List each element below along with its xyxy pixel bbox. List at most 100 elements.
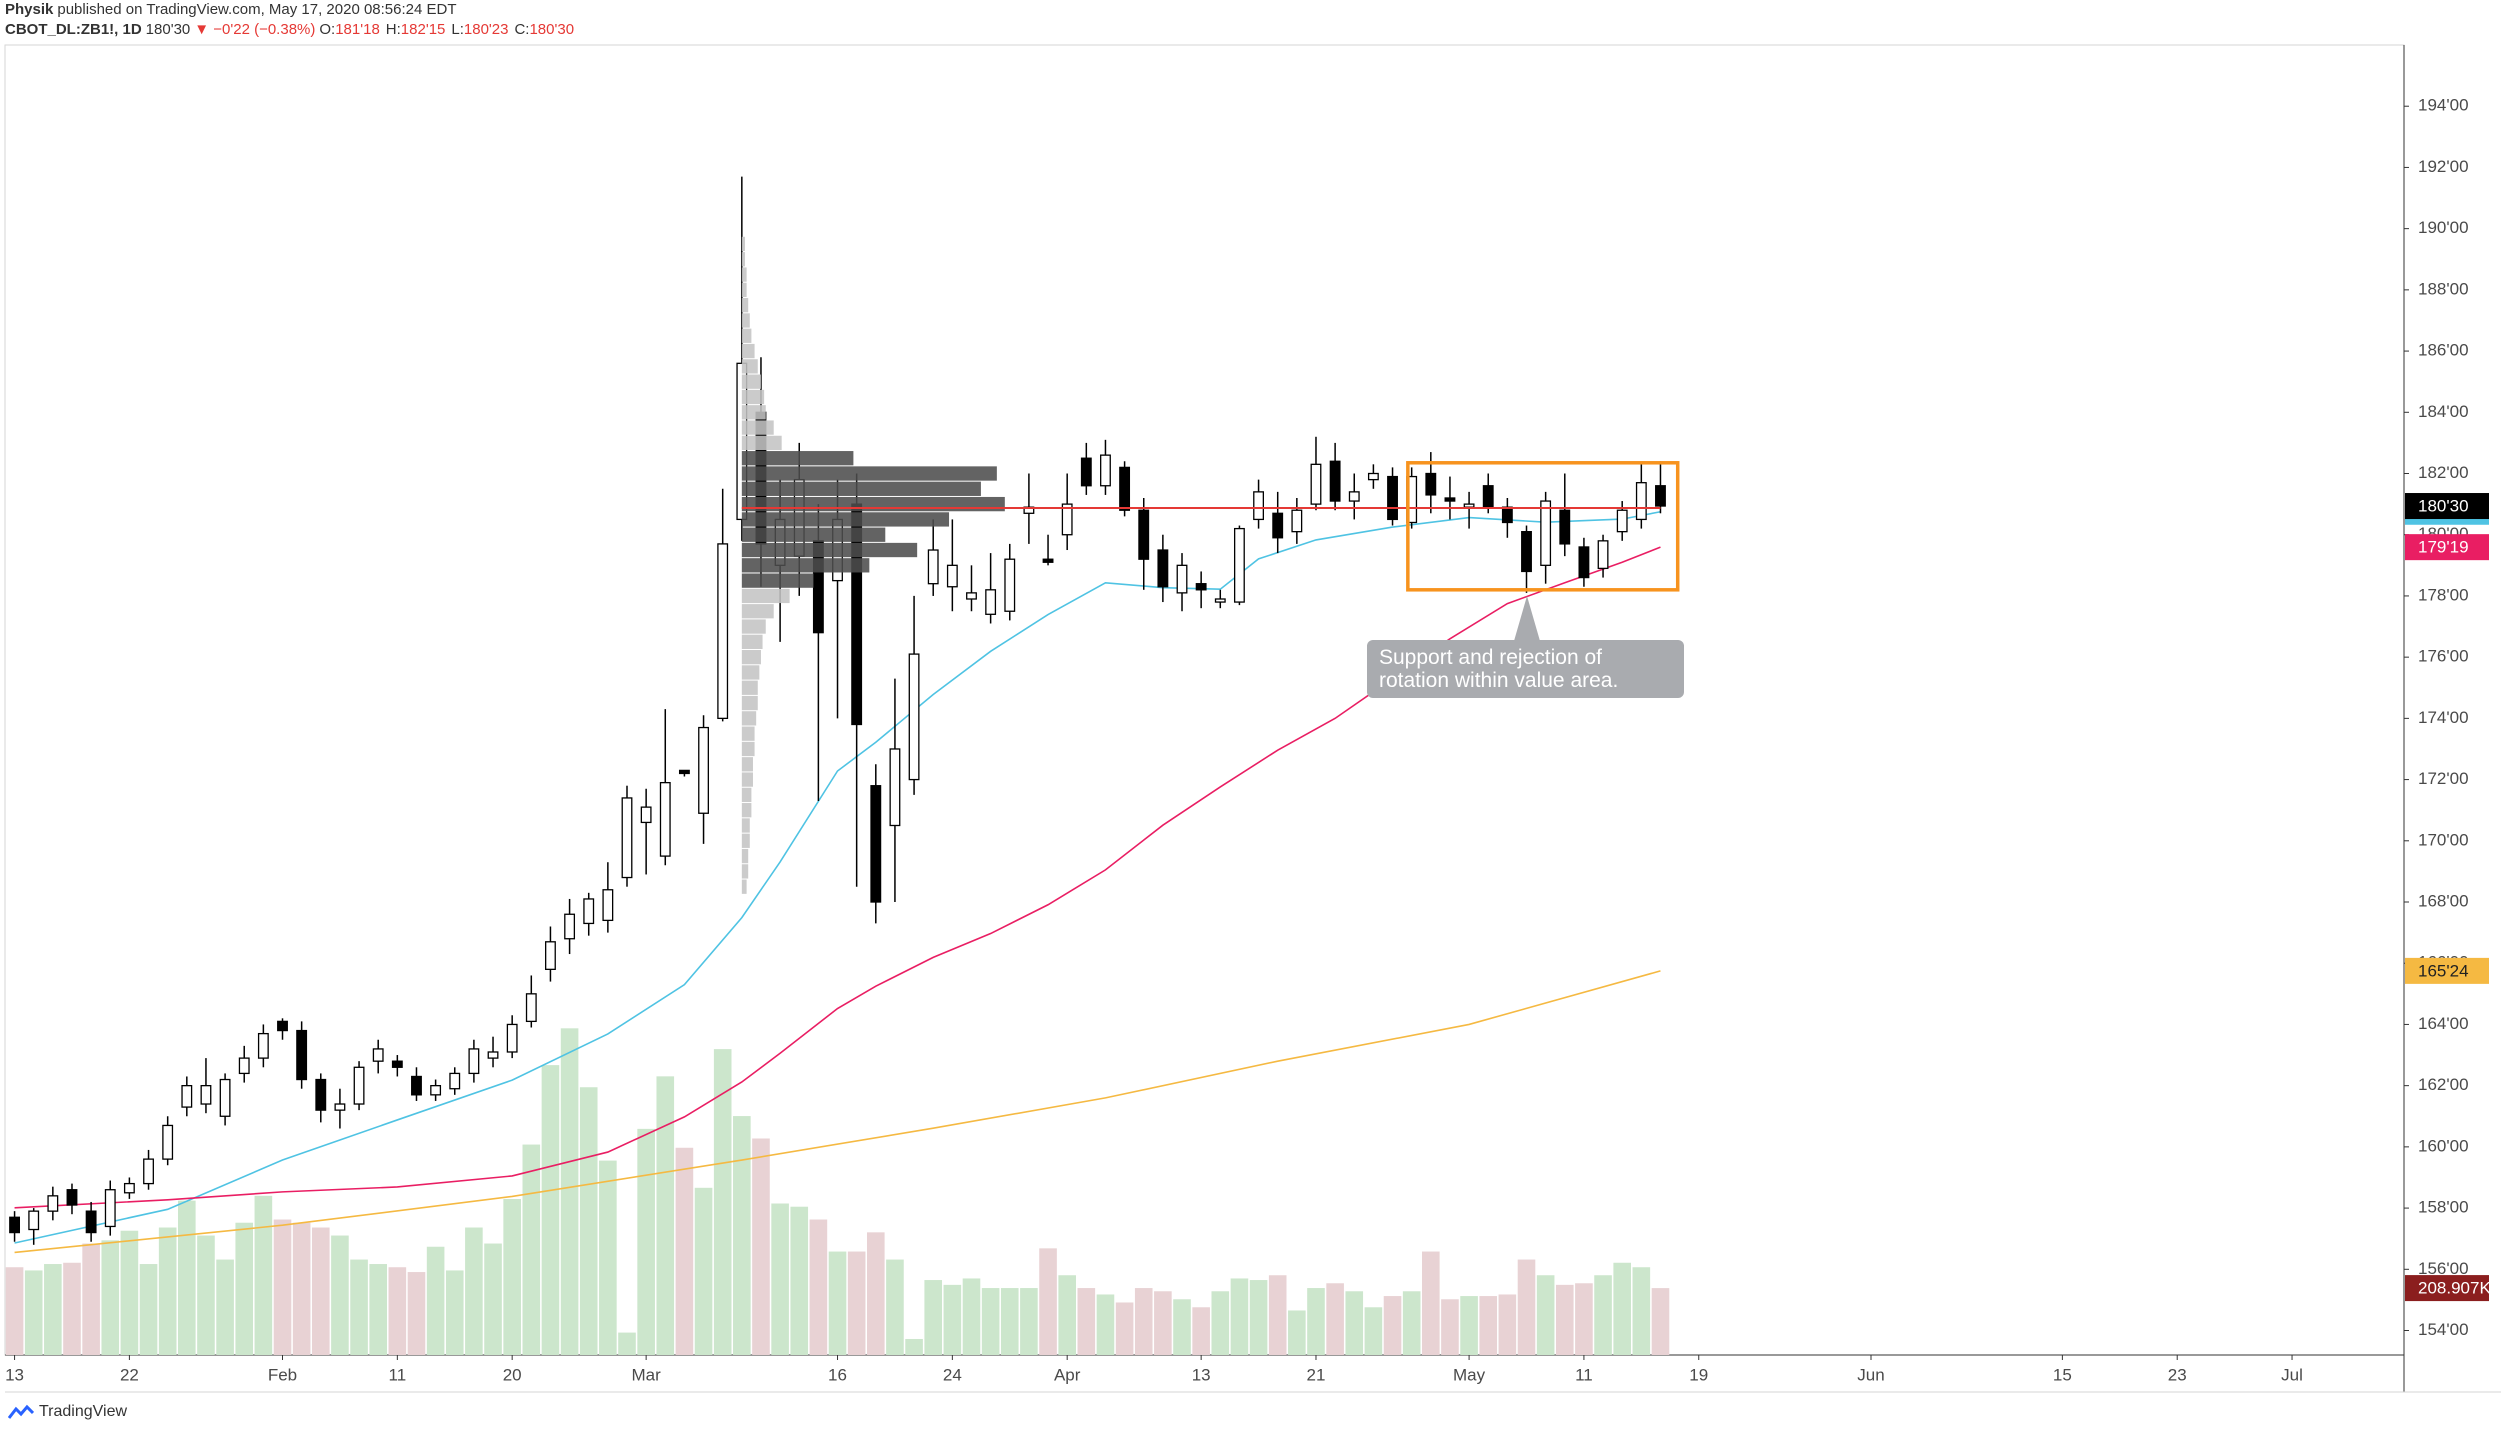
- volume-bar: [1096, 1294, 1115, 1355]
- volume-bar: [1498, 1294, 1517, 1355]
- candle-body: [1425, 472, 1437, 496]
- volume-profile-row: [741, 772, 753, 787]
- volume-profile-row: [741, 787, 752, 803]
- volume-bar: [981, 1288, 1000, 1355]
- volume-bar: [637, 1128, 655, 1355]
- author: Physik: [5, 1, 54, 18]
- candle-body: [1100, 454, 1111, 487]
- callout-pointer: [1514, 596, 1540, 641]
- volume-bar: [273, 1219, 292, 1355]
- volume-bar: [120, 1230, 139, 1355]
- volume-profile-row: [741, 359, 758, 374]
- ohlc-key: O:: [319, 21, 336, 38]
- volume-profile-row: [741, 496, 1005, 512]
- volume-bar: [866, 1232, 885, 1355]
- candle-body: [1540, 500, 1552, 566]
- volume-profile-row: [741, 649, 761, 665]
- brand: TradingView: [39, 1403, 128, 1420]
- x-tick-label: 20: [503, 1365, 522, 1384]
- candle-body: [506, 1023, 518, 1053]
- candle-body: [66, 1189, 78, 1206]
- candle-body: [908, 653, 920, 781]
- volume-bar: [713, 1049, 732, 1355]
- volume-bar: [1594, 1275, 1612, 1355]
- x-tick-label: 24: [943, 1365, 962, 1384]
- volume-bar: [1326, 1283, 1344, 1355]
- candle-body: [219, 1078, 231, 1117]
- volume-profile-row: [741, 542, 918, 558]
- volume-profile-row: [741, 298, 749, 313]
- volume-profile-row: [741, 481, 981, 496]
- volume-bar: [388, 1267, 407, 1355]
- volume-bar: [178, 1200, 196, 1355]
- ohlc-key: L:: [451, 21, 464, 38]
- candle-body: [583, 898, 595, 925]
- candle-body: [525, 993, 537, 1023]
- last-price-tag-bg: [2405, 493, 2489, 520]
- volume-bar: [426, 1246, 445, 1355]
- volume-bar: [101, 1240, 120, 1355]
- volume-bar: [1402, 1291, 1421, 1355]
- x-tick-label: 16: [828, 1365, 847, 1384]
- volume-bar: [1613, 1262, 1631, 1355]
- ohlc-key: H:: [385, 21, 401, 38]
- candle-body: [678, 769, 690, 775]
- volume-bar: [407, 1272, 426, 1355]
- volume-profile-row: [741, 604, 774, 619]
- header-line-2: CBOT_DL:ZB1!, 1D 180'30 ▼ −0'22 (−0.38%) O:…: [5, 21, 584, 38]
- x-tick-label: 22: [120, 1365, 139, 1384]
- volume-bar: [943, 1284, 962, 1355]
- volume-bar: [752, 1138, 770, 1355]
- candle-body: [1597, 540, 1609, 570]
- volume-profile-row: [741, 879, 747, 894]
- volume-profile-row: [741, 313, 750, 328]
- candle-body: [277, 1020, 288, 1032]
- candle-body: [1655, 485, 1666, 507]
- y-tick-label: 188'00: [2418, 279, 2469, 298]
- y-tick-label: 192'00: [2418, 157, 2469, 176]
- volume-bar: [1115, 1302, 1134, 1355]
- candle-body: [104, 1189, 116, 1228]
- candle-body: [564, 913, 576, 940]
- candle-body: [143, 1158, 154, 1185]
- ma-price-tag-bg: [2405, 534, 2489, 561]
- callout-line: Support and rejection of: [1379, 646, 1602, 669]
- candle-body: [1214, 598, 1226, 603]
- candle-body: [449, 1072, 461, 1090]
- moving-average: [14, 546, 1661, 1209]
- symbol: CBOT_DL:ZB1!, 1D: [5, 21, 142, 38]
- volume-profile-row: [741, 665, 760, 680]
- volume-bar: [618, 1332, 636, 1355]
- volume-bar: [503, 1199, 521, 1355]
- volume-bar: [1288, 1310, 1306, 1355]
- header-line-1: Physik published on TradingView.com, May …: [5, 1, 461, 18]
- volume-profile-row: [741, 757, 753, 772]
- candle-body: [870, 785, 882, 903]
- candle-body: [1138, 509, 1150, 560]
- candle-body: [1176, 564, 1188, 594]
- ohlc-value: 182'15: [400, 21, 446, 38]
- y-tick-label: 168'00: [2418, 891, 2469, 910]
- volume-profile-row: [741, 848, 749, 864]
- volume-bar: [886, 1259, 904, 1355]
- volume-bar: [560, 1028, 579, 1355]
- volume-bar: [465, 1227, 483, 1355]
- y-tick-label: 194'00: [2418, 96, 2469, 115]
- published: published on TradingView.com, May 17, 20…: [57, 1, 457, 18]
- volume-bar: [1364, 1307, 1383, 1355]
- volume-bar: [1268, 1275, 1287, 1355]
- candle-body: [28, 1210, 40, 1231]
- candle-body: [123, 1182, 135, 1194]
- volume-bar: [254, 1195, 273, 1355]
- volume-bar: [197, 1235, 215, 1355]
- candle-body: [1521, 531, 1532, 573]
- volume-profile-row: [741, 573, 814, 588]
- candle-body: [411, 1075, 422, 1096]
- volume-bar: [1422, 1251, 1440, 1355]
- volume-bar: [1230, 1278, 1249, 1355]
- volume-bar: [1575, 1283, 1593, 1355]
- volume-profile-row: [741, 726, 755, 741]
- candle-body: [315, 1078, 327, 1111]
- x-tick-label: 11: [389, 1365, 407, 1384]
- volume-profile-row: [741, 267, 747, 282]
